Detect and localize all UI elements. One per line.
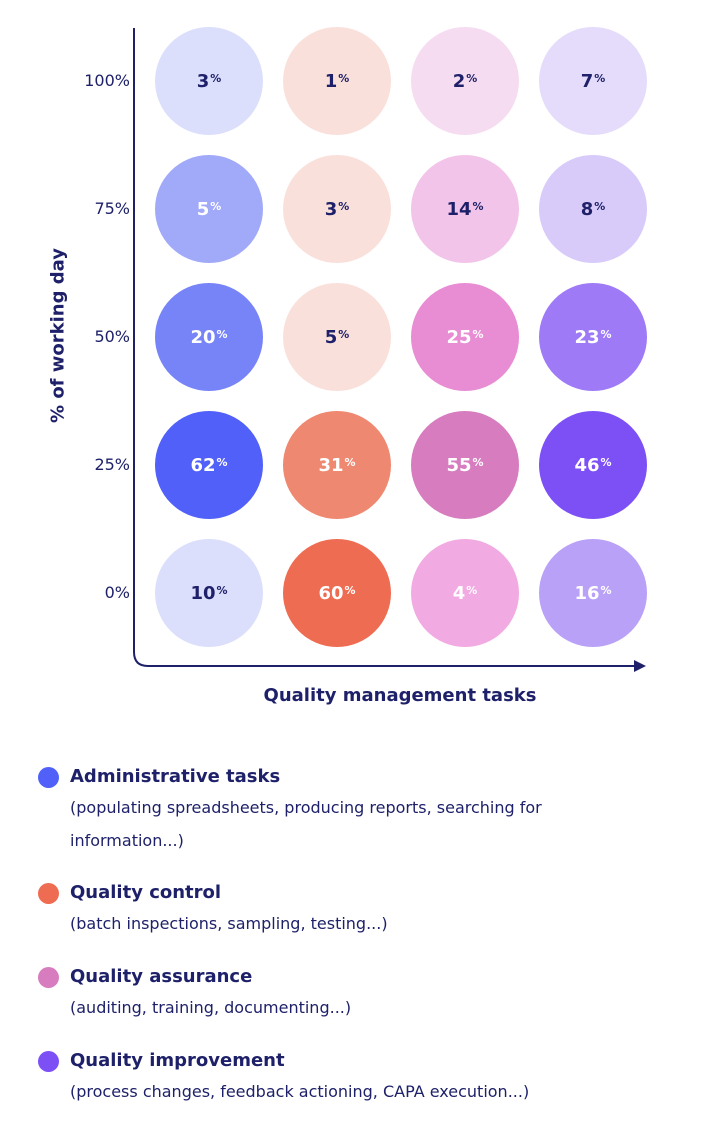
- y-tick-label: 100%: [84, 71, 130, 90]
- percent-sign: %: [600, 327, 612, 341]
- legend-item-quality-assurance: Quality assurance (auditing, training, d…: [38, 963, 678, 1024]
- legend-desc: (process changes, feedback actioning, CA…: [70, 1082, 530, 1101]
- legend-desc: (populating spreadsheets, producing repo…: [70, 798, 542, 817]
- bubble-value: 16: [574, 582, 600, 604]
- bubble-value: 5: [324, 326, 338, 348]
- y-tick-label: 50%: [94, 327, 130, 346]
- bubble: 5%: [155, 155, 263, 263]
- legend-desc: (auditing, training, documenting...): [70, 998, 352, 1017]
- legend-title: Administrative tasks: [70, 766, 281, 787]
- bubble-chart: % of working day 100% 75% 50% 25% 0% 3% 5% 20%…: [47, 27, 647, 706]
- bubble: 23%: [539, 283, 647, 391]
- percent-sign: %: [466, 583, 478, 597]
- percent-sign: %: [466, 71, 478, 85]
- legend-desc: information...): [70, 831, 184, 850]
- percent-sign: %: [472, 455, 484, 469]
- bubble: 46%: [539, 411, 647, 519]
- percent-sign: %: [338, 327, 350, 341]
- bubble-value: 8: [580, 198, 594, 220]
- bubble: 1%: [283, 27, 391, 135]
- y-tick-label: 25%: [94, 455, 130, 474]
- percent-sign: %: [600, 583, 612, 597]
- bubble-value: 31: [318, 454, 344, 476]
- axis-lines: [133, 28, 636, 667]
- bubble: 62%: [155, 411, 263, 519]
- y-axis-title: % of working day: [47, 248, 69, 423]
- percent-sign: %: [344, 583, 356, 597]
- bubble-value: 1: [324, 70, 338, 92]
- bubble-value: 14: [446, 198, 472, 220]
- bubble-value: 23: [574, 326, 600, 348]
- percent-sign: %: [594, 199, 606, 213]
- bubble: 10%: [155, 539, 263, 647]
- bubble-value: 3: [324, 198, 338, 220]
- legend-dot: [38, 967, 59, 988]
- percent-sign: %: [216, 327, 228, 341]
- bubble: 25%: [411, 283, 519, 391]
- bubble: 3%: [283, 155, 391, 263]
- bubble: 5%: [283, 283, 391, 391]
- bubble-value: 46: [574, 454, 600, 476]
- bubble: 8%: [539, 155, 647, 263]
- legend-desc: (batch inspections, sampling, testing...…: [70, 914, 388, 933]
- legend-item-administrative: Administrative tasks (populating spreads…: [38, 763, 678, 857]
- bubble-value: 20: [190, 326, 216, 348]
- percent-sign: %: [338, 71, 350, 85]
- legend-title: Quality control: [70, 882, 222, 903]
- percent-sign: %: [210, 71, 222, 85]
- percent-sign: %: [600, 455, 612, 469]
- legend-dot: [38, 883, 59, 904]
- x-axis-title: Quality management tasks: [263, 685, 537, 706]
- bubble: 14%: [411, 155, 519, 263]
- bubble-value: 3: [196, 70, 210, 92]
- percent-sign: %: [344, 455, 356, 469]
- bubble-value: 10: [190, 582, 216, 604]
- bubble: 3%: [155, 27, 263, 135]
- percent-sign: %: [472, 199, 484, 213]
- y-tick-label: 0%: [104, 583, 130, 602]
- legend-dot: [38, 1051, 59, 1072]
- bubble: 31%: [283, 411, 391, 519]
- bubble-value: 4: [452, 582, 466, 604]
- legend-title: Quality assurance: [70, 966, 253, 987]
- legend-dot: [38, 767, 59, 788]
- bubble: 20%: [155, 283, 263, 391]
- percent-sign: %: [216, 583, 228, 597]
- bubble-value: 62: [190, 454, 216, 476]
- bubble: 60%: [283, 539, 391, 647]
- x-axis-arrow-icon: [634, 660, 646, 672]
- bubble-value: 25: [446, 326, 472, 348]
- bubble-value: 60: [318, 582, 344, 604]
- bubble-value: 5: [196, 198, 210, 220]
- percent-sign: %: [216, 455, 228, 469]
- percent-sign: %: [210, 199, 222, 213]
- percent-sign: %: [472, 327, 484, 341]
- percent-sign: %: [594, 71, 606, 85]
- legend-item-quality-control: Quality control (batch inspections, samp…: [38, 879, 678, 940]
- bubble-value: 7: [580, 70, 594, 92]
- axes: [133, 28, 646, 672]
- bubble: 55%: [411, 411, 519, 519]
- bubble: 16%: [539, 539, 647, 647]
- bubble: 2%: [411, 27, 519, 135]
- bubble-value: 2: [452, 70, 466, 92]
- bubble: 4%: [411, 539, 519, 647]
- legend-item-quality-improvement: Quality improvement (process changes, fe…: [38, 1047, 678, 1108]
- bubble: 7%: [539, 27, 647, 135]
- bubble-value: 55: [446, 454, 472, 476]
- y-tick-label: 75%: [94, 199, 130, 218]
- percent-sign: %: [338, 199, 350, 213]
- legend-title: Quality improvement: [70, 1050, 285, 1071]
